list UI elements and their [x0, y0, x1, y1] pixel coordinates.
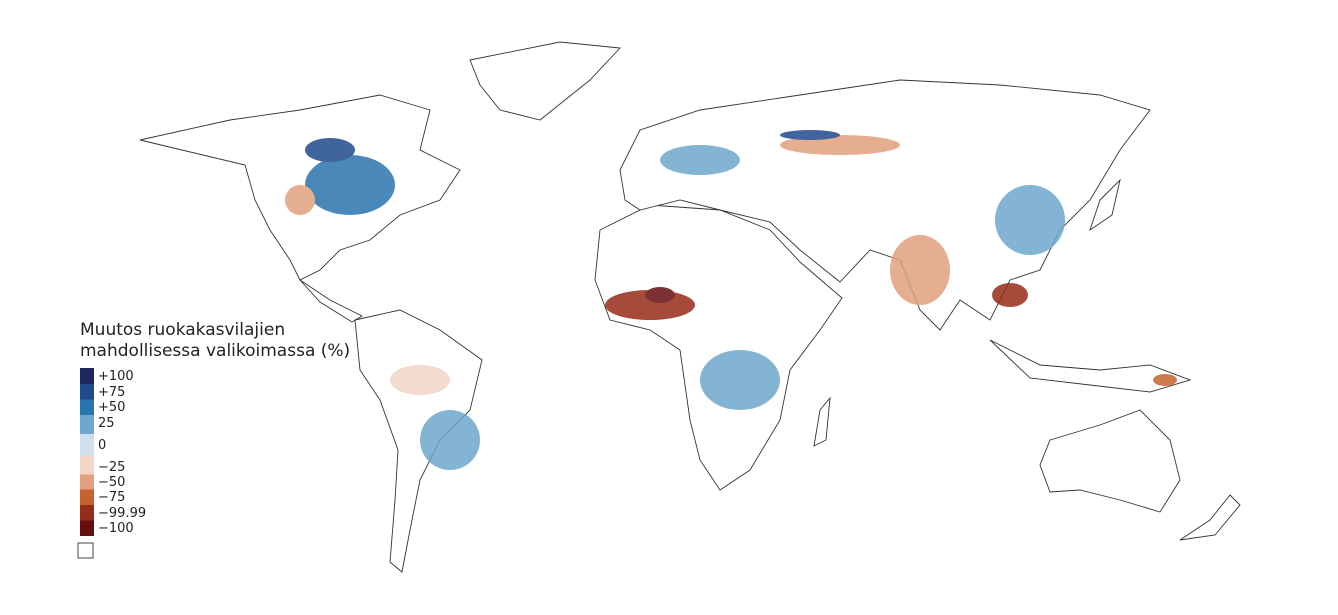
area [285, 185, 315, 215]
legend-swatch [80, 456, 94, 475]
legend-swatch [80, 489, 94, 505]
japan [1089, 178, 1121, 232]
area [660, 145, 740, 175]
legend-swatch [80, 415, 94, 434]
greenland [469, 41, 621, 121]
legend-label: −99.99 [98, 506, 146, 521]
eurasia [619, 79, 1151, 331]
legend-swatch [80, 505, 94, 521]
indonesia [989, 339, 1192, 393]
legend-swatch [80, 384, 94, 400]
legend-swatch [80, 520, 94, 536]
area [700, 350, 780, 410]
area [1153, 374, 1177, 386]
area [780, 130, 840, 140]
legend-label: 0 [98, 438, 106, 453]
legend-label: −75 [98, 490, 125, 505]
legend-label: +50 [98, 400, 125, 415]
new-zealand [1179, 494, 1241, 541]
legend-title: mahdollisessa valikoimassa (%) [80, 341, 350, 361]
madagascar [813, 396, 831, 447]
legend-swatch [80, 474, 94, 490]
area [305, 138, 355, 162]
area [995, 185, 1065, 255]
central-america [299, 279, 363, 323]
legend-swatch [80, 399, 94, 415]
area [305, 155, 395, 215]
legend-swatch [80, 368, 94, 384]
area [420, 410, 480, 470]
legend-label: −50 [98, 475, 125, 490]
legend-label: −100 [98, 521, 134, 536]
legend-label: +75 [98, 385, 125, 400]
area [890, 235, 950, 305]
legend-label: −25 [98, 460, 125, 475]
area [390, 365, 450, 395]
legend-title: Muutos ruokakasvilajien [80, 320, 285, 340]
legend-label: 25 [98, 416, 115, 431]
area [645, 287, 675, 303]
legend-label: +100 [98, 369, 134, 384]
area [992, 283, 1028, 307]
no-data-swatch [77, 542, 94, 559]
land-masses [139, 41, 1241, 573]
australia [1039, 409, 1181, 513]
legend-swatch [80, 434, 94, 456]
change-areas [285, 130, 1177, 470]
africa [594, 204, 843, 491]
south-america [354, 309, 483, 573]
